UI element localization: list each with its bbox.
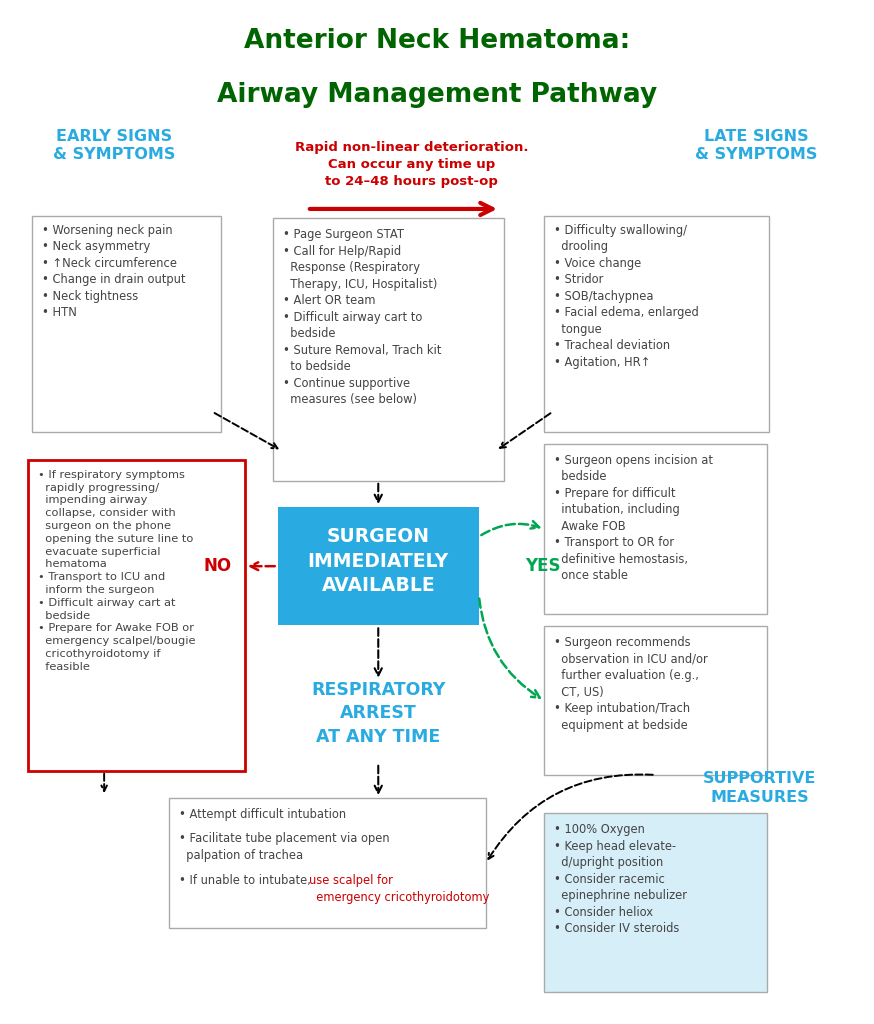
Text: use scalpel for
  emergency cricothyroidotomy: use scalpel for emergency cricothyroidot… <box>309 874 489 904</box>
FancyBboxPatch shape <box>274 218 504 481</box>
Text: • Worsening neck pain
• Neck asymmetry
• ↑Neck circumference
• Change in drain o: • Worsening neck pain • Neck asymmetry •… <box>42 224 185 319</box>
Text: • 100% Oxygen
• Keep head elevate-
  d/upright position
• Consider racemic
  epi: • 100% Oxygen • Keep head elevate- d/upr… <box>554 823 688 935</box>
FancyBboxPatch shape <box>545 813 766 991</box>
FancyBboxPatch shape <box>31 216 220 432</box>
FancyBboxPatch shape <box>545 216 769 432</box>
Text: • Page Surgeon STAT
• Call for Help/Rapid
  Response (Respiratory
  Therapy, ICU: • Page Surgeon STAT • Call for Help/Rapi… <box>283 228 442 406</box>
Text: Anterior Neck Hematoma:: Anterior Neck Hematoma: <box>244 29 630 54</box>
Text: YES: YES <box>525 557 560 575</box>
Text: • Surgeon opens incision at
  bedside
• Prepare for difficult
  intubation, incl: • Surgeon opens incision at bedside • Pr… <box>554 454 713 583</box>
FancyBboxPatch shape <box>545 443 766 614</box>
Text: EARLY SIGNS
& SYMPTOMS: EARLY SIGNS & SYMPTOMS <box>52 129 175 162</box>
Text: Rapid non-linear deterioration.
Can occur any time up
to 24–48 hours post-op: Rapid non-linear deterioration. Can occu… <box>295 140 529 187</box>
Text: SURGEON
IMMEDIATELY
AVAILABLE: SURGEON IMMEDIATELY AVAILABLE <box>308 527 449 595</box>
Text: SUPPORTIVE
MEASURES: SUPPORTIVE MEASURES <box>704 771 816 805</box>
Text: Airway Management Pathway: Airway Management Pathway <box>217 83 657 109</box>
FancyBboxPatch shape <box>278 507 479 626</box>
Text: LATE SIGNS
& SYMPTOMS: LATE SIGNS & SYMPTOMS <box>695 129 817 162</box>
FancyBboxPatch shape <box>545 627 766 775</box>
FancyBboxPatch shape <box>169 798 486 929</box>
Text: • If respiratory symptoms
  rapidly progressing/
  impending airway
  collapse, : • If respiratory symptoms rapidly progre… <box>38 470 196 672</box>
Text: • If unable to intubate,: • If unable to intubate, <box>178 874 314 887</box>
Text: RESPIRATORY
ARREST
AT ANY TIME: RESPIRATORY ARREST AT ANY TIME <box>311 681 446 745</box>
Text: • Facilitate tube placement via open
  palpation of trachea: • Facilitate tube placement via open pal… <box>178 833 389 861</box>
Text: • Difficulty swallowing/
  drooling
• Voice change
• Stridor
• SOB/tachypnea
• F: • Difficulty swallowing/ drooling • Voic… <box>554 224 699 369</box>
Text: • Attempt difficult intubation: • Attempt difficult intubation <box>178 808 346 821</box>
Text: NO: NO <box>204 557 232 575</box>
Text: • Surgeon recommends
  observation in ICU and/or
  further evaluation (e.g.,
  C: • Surgeon recommends observation in ICU … <box>554 637 708 732</box>
FancyBboxPatch shape <box>28 460 245 771</box>
